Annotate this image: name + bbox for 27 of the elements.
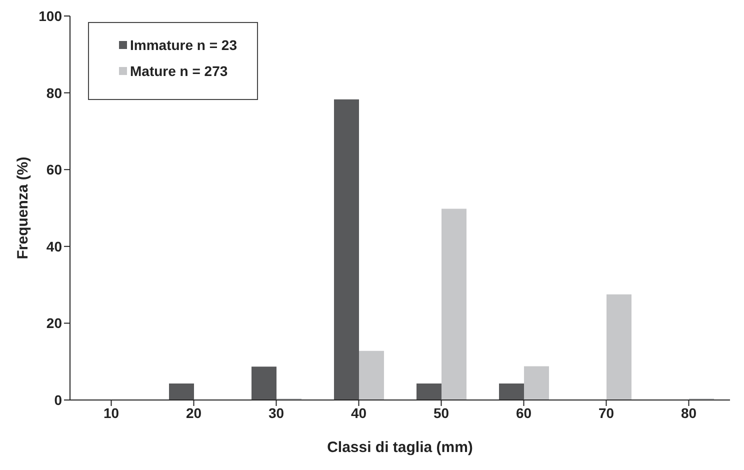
x-tick-label: 40	[350, 404, 367, 421]
bar	[606, 294, 632, 400]
x-tick-label: 50	[433, 404, 450, 421]
bar	[334, 99, 359, 400]
bar	[252, 366, 276, 400]
x-tick-label: 60	[516, 404, 532, 421]
y-tick-label: 0	[54, 392, 62, 408]
legend-label: Mature n = 273	[129, 63, 229, 79]
legend-label: Immature n = 23	[129, 37, 237, 53]
y-tick-label: 60	[46, 162, 62, 178]
y-tick-label: 20	[46, 315, 62, 332]
y-tick-label: 100	[38, 8, 62, 24]
x-tick-label: 70	[598, 404, 614, 421]
x-tick-label: 80	[680, 404, 697, 421]
bar	[169, 383, 194, 400]
x-tick-label: 30	[268, 404, 284, 421]
bar	[359, 350, 384, 400]
y-tick-label: 80	[46, 84, 62, 101]
bar	[499, 383, 524, 400]
x-tick-label: 10	[103, 404, 120, 421]
bar	[524, 366, 549, 400]
y-tick-label: 40	[46, 238, 62, 254]
bar	[416, 383, 442, 400]
x-axis-title: Classi di taglia (mm)	[327, 439, 473, 456]
x-tick-label: 20	[186, 404, 202, 421]
bar	[442, 208, 466, 400]
y-axis-title: Frequenza (%)	[14, 156, 32, 260]
